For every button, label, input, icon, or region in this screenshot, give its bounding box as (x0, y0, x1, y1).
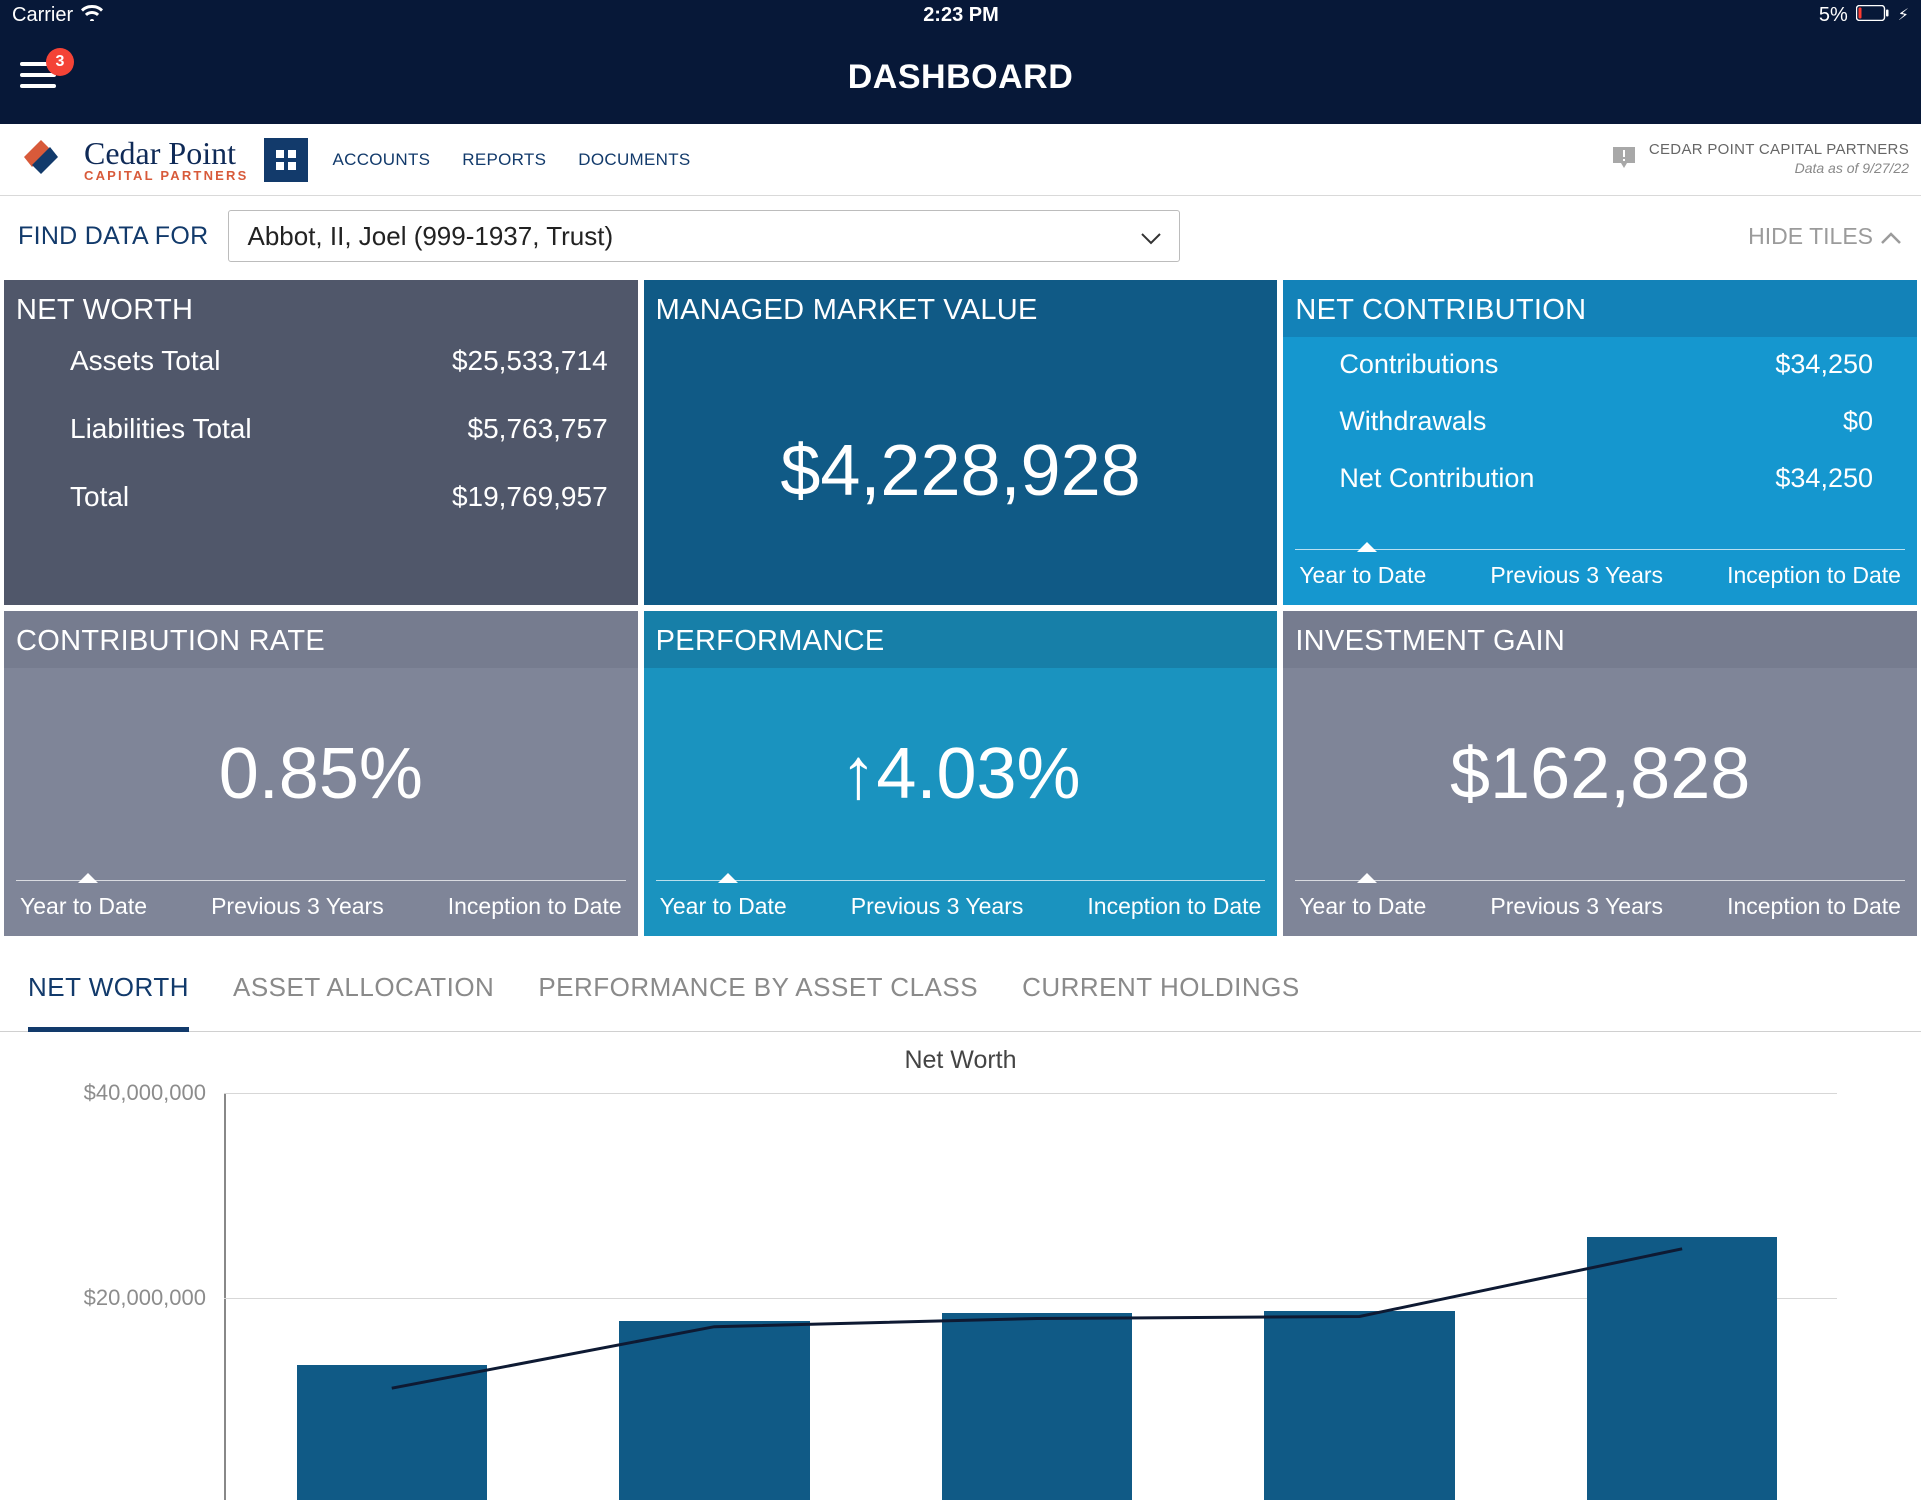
contrib-label: Contributions (1339, 349, 1498, 380)
withdraw-label: Withdrawals (1339, 406, 1486, 437)
tile-title: PERFORMANCE (644, 611, 1278, 668)
mmv-value: $4,228,928 (780, 430, 1140, 512)
tab-p3y[interactable]: Previous 3 Years (1490, 562, 1663, 589)
hide-tiles-label: HIDE TILES (1748, 223, 1873, 250)
tab-ytd[interactable]: Year to Date (1299, 893, 1426, 920)
tile-title: INVESTMENT GAIN (1283, 611, 1917, 668)
tab-ytd[interactable]: Year to Date (1299, 562, 1426, 589)
find-data-label: FIND DATA FOR (18, 222, 208, 251)
tab-itd[interactable]: Inception to Date (1727, 562, 1901, 589)
tile-contribution-rate[interactable]: CONTRIBUTION RATE 0.85% Year to Date Pre… (4, 611, 638, 936)
total-label: Total (70, 481, 129, 513)
battery-pct: 5% (1819, 4, 1848, 27)
account-select-value: Abbot, II, Joel (999-1937, Trust) (247, 221, 613, 252)
tab-indicator-icon (1357, 542, 1377, 552)
tab-current-holdings[interactable]: CURRENT HOLDINGS (1022, 972, 1300, 1017)
performance-value: ↑4.03% (840, 733, 1080, 815)
nav-reports[interactable]: REPORTS (462, 150, 546, 170)
net-worth-chart-section: Net Worth $40,000,000$20,000,000 (0, 1032, 1921, 1500)
y-tick-label: $20,000,000 (84, 1285, 206, 1311)
investment-gain-value: $162,828 (1450, 733, 1750, 815)
tab-ytd[interactable]: Year to Date (20, 893, 147, 920)
wifi-icon (81, 4, 103, 27)
tab-itd[interactable]: Inception to Date (448, 893, 622, 920)
find-data-row: FIND DATA FOR Abbot, II, Joel (999-1937,… (0, 196, 1921, 280)
company-name: CEDAR POINT CAPITAL PARTNERS (1649, 141, 1909, 160)
app-navbar: Cedar Point CAPITAL PARTNERS ACCOUNTS RE… (0, 124, 1921, 196)
brand-logo[interactable]: Cedar Point CAPITAL PARTNERS (6, 129, 248, 190)
tile-title: NET CONTRIBUTION (1283, 280, 1917, 337)
arrow-up-icon: ↑ (840, 733, 876, 815)
tile-title: CONTRIBUTION RATE (4, 611, 638, 668)
notification-badge[interactable]: 3 (46, 48, 74, 76)
tab-indicator-icon (78, 873, 98, 883)
hide-tiles-button[interactable]: HIDE TILES (1748, 223, 1901, 250)
withdraw-value: $0 (1843, 406, 1873, 437)
tile-title: MANAGED MARKET VALUE (644, 280, 1278, 337)
brand-subtitle: CAPITAL PARTNERS (84, 169, 248, 182)
tile-net-contribution[interactable]: NET CONTRIBUTION Contributions $34,250 Wi… (1283, 280, 1917, 605)
time-range-tabs: Year to Date Previous 3 Years Inception … (1295, 549, 1905, 605)
liabilities-value: $5,763,757 (468, 413, 608, 445)
dashboard-icon[interactable] (264, 138, 308, 182)
tile-performance[interactable]: PERFORMANCE ↑4.03% Year to Date Previous… (644, 611, 1278, 936)
battery-icon (1856, 4, 1890, 27)
chevron-up-icon (1881, 223, 1901, 250)
tile-managed-market-value[interactable]: MANAGED MARKET VALUE $4,228,928 (644, 280, 1278, 605)
device-status-bar: Carrier 2:23 PM 5% ⚡︎ (0, 0, 1921, 30)
tab-indicator-icon (1357, 873, 1377, 883)
tab-ytd[interactable]: Year to Date (660, 893, 787, 920)
alert-icon[interactable] (1611, 145, 1637, 176)
tab-net-worth[interactable]: NET WORTH (28, 972, 189, 1032)
total-value: $19,769,957 (452, 481, 608, 513)
nav-documents[interactable]: DOCUMENTS (578, 150, 690, 170)
tab-performance-by-asset-class[interactable]: PERFORMANCE BY ASSET CLASS (538, 972, 978, 1017)
tab-p3y[interactable]: Previous 3 Years (1490, 893, 1663, 920)
contrib-rate-value: 0.85% (219, 733, 423, 815)
contrib-value: $34,250 (1775, 349, 1873, 380)
liabilities-label: Liabilities Total (70, 413, 252, 445)
assets-value: $25,533,714 (452, 345, 608, 377)
time-range-tabs: Year to Date Previous 3 Years Inception … (1295, 880, 1905, 936)
detail-tabs: NET WORTH ASSET ALLOCATION PERFORMANCE B… (0, 936, 1921, 1032)
time-range-tabs: Year to Date Previous 3 Years Inception … (656, 880, 1266, 936)
tile-net-worth[interactable]: NET WORTH Assets Total $25,533,714 Liabil… (4, 280, 638, 605)
account-select[interactable]: Abbot, II, Joel (999-1937, Trust) (228, 210, 1180, 262)
bolt-icon: ⚡︎ (1898, 5, 1909, 25)
tile-investment-gain[interactable]: INVESTMENT GAIN $162,828 Year to Date Pr… (1283, 611, 1917, 936)
netcontrib-label: Net Contribution (1339, 463, 1534, 494)
chart-line (224, 1093, 1837, 1500)
tab-p3y[interactable]: Previous 3 Years (211, 893, 384, 920)
clock: 2:23 PM (923, 4, 999, 27)
tile-title: NET WORTH (4, 280, 638, 337)
tab-indicator-icon (718, 873, 738, 883)
tiles-grid: NET WORTH Assets Total $25,533,714 Liabil… (0, 280, 1921, 936)
nav-accounts[interactable]: ACCOUNTS (332, 150, 430, 170)
chart-title: Net Worth (44, 1046, 1877, 1075)
net-worth-chart: $40,000,000$20,000,000 (224, 1093, 1837, 1500)
tab-itd[interactable]: Inception to Date (1727, 893, 1901, 920)
carrier-label: Carrier (12, 4, 73, 27)
tab-itd[interactable]: Inception to Date (1087, 893, 1261, 920)
page-title: DASHBOARD (0, 58, 1921, 97)
assets-label: Assets Total (70, 345, 220, 377)
data-as-of: Data as of 9/27/22 (1649, 160, 1909, 178)
netcontrib-value: $34,250 (1775, 463, 1873, 494)
tab-p3y[interactable]: Previous 3 Years (851, 893, 1024, 920)
chevron-down-icon (1141, 221, 1161, 252)
menu-icon[interactable] (20, 75, 56, 92)
time-range-tabs: Year to Date Previous 3 Years Inception … (16, 880, 626, 936)
app-header: 3 DASHBOARD (0, 30, 1921, 124)
logo-icon (6, 129, 76, 190)
y-tick-label: $40,000,000 (84, 1080, 206, 1106)
brand-name: Cedar Point (84, 137, 248, 169)
tab-asset-allocation[interactable]: ASSET ALLOCATION (233, 972, 494, 1017)
